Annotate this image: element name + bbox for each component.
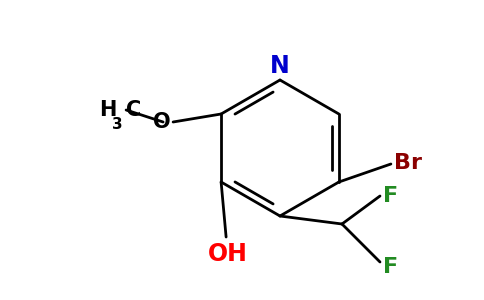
Text: 3: 3	[112, 117, 123, 132]
Text: F: F	[383, 186, 398, 206]
Text: F: F	[383, 257, 398, 277]
Text: H: H	[99, 100, 116, 120]
Text: N: N	[270, 54, 290, 78]
Text: Br: Br	[394, 153, 422, 173]
Text: OH: OH	[208, 242, 248, 266]
Text: O: O	[153, 112, 171, 132]
Text: C: C	[126, 100, 141, 120]
